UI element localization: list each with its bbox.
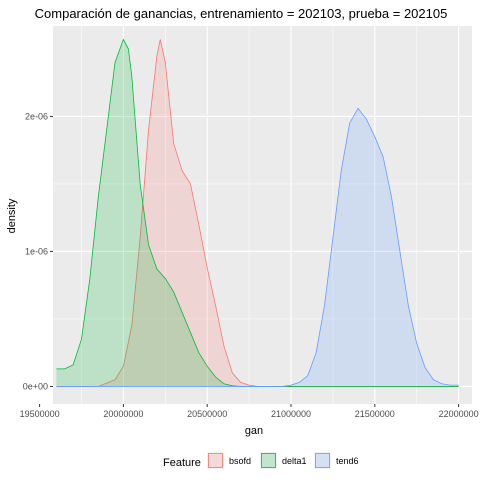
- x-tick-label: 21000000: [271, 409, 311, 419]
- density-line-delta1: [56, 38, 459, 387]
- density-area-bsofd: [56, 39, 459, 387]
- legend-label-bsofd: bsofd: [229, 456, 251, 466]
- x-tick-label: 19500000: [20, 409, 60, 419]
- density-area-delta1: [56, 39, 459, 387]
- chart-title: Comparación de ganancias, entrenamiento …: [35, 6, 448, 21]
- legend: Feature bsofd delta1 tend6: [163, 452, 359, 469]
- density-line-tend6: [56, 107, 459, 387]
- y-tick-label: 2e-06: [25, 111, 48, 121]
- x-tick-label: 20500000: [187, 409, 227, 419]
- y-axis-title: density: [6, 198, 18, 233]
- axes: 19500000 20000000 20500000 21000000 21500000…: [20, 111, 479, 419]
- legend-key-background: [314, 452, 331, 469]
- y-tick-label: 0e+00: [23, 381, 48, 391]
- legend-title: Feature: [163, 457, 201, 469]
- legend-key-bsofd: [208, 453, 223, 468]
- legend-key-delta1: [261, 453, 276, 468]
- legend-label-tend6: tend6: [336, 456, 359, 466]
- x-tick-label: 22000000: [439, 409, 479, 419]
- grid-lines: [39, 26, 472, 404]
- x-tick-label: 21500000: [355, 409, 395, 419]
- plot-panel: [53, 26, 472, 404]
- legend-label-delta1: delta1: [282, 456, 307, 466]
- y-tick-label: 1e-06: [25, 246, 48, 256]
- density-areas: [56, 38, 459, 387]
- x-tick-label: 20000000: [103, 409, 143, 419]
- x-axis-title: gan: [245, 425, 263, 437]
- density-area-tend6: [56, 108, 459, 387]
- legend-key-background: [207, 452, 224, 469]
- panel-background: [53, 26, 472, 404]
- density-line-bsofd: [56, 39, 459, 387]
- legend-key-tend6: [315, 453, 330, 468]
- legend-key-background: [260, 452, 277, 469]
